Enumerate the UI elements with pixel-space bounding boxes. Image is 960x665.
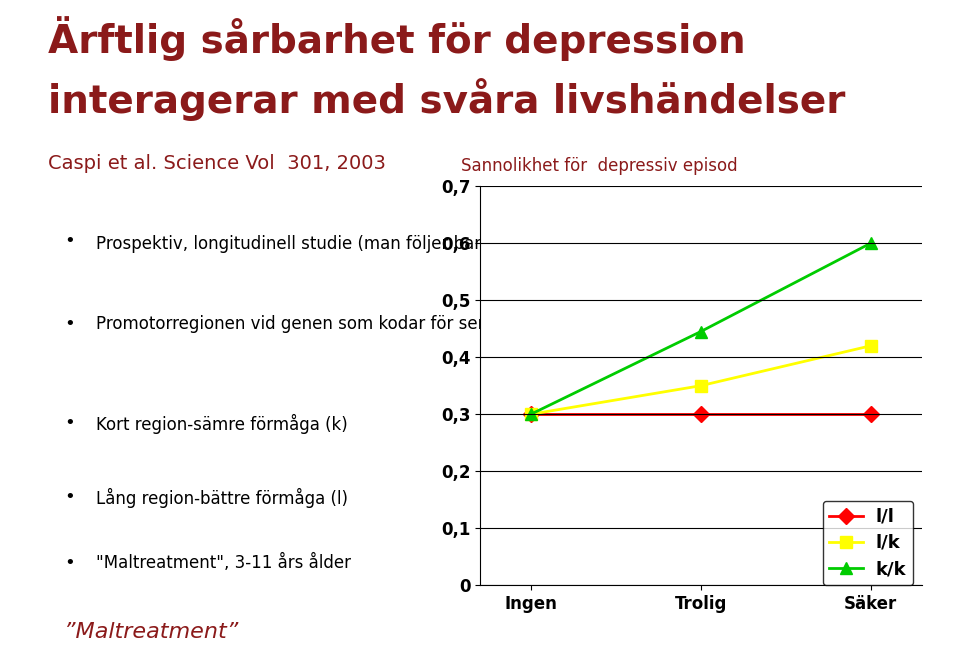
l/k: [695, 382, 707, 390]
k/k: [865, 239, 876, 247]
Text: Promotorregionen vid genen som kodar för serotonintransportören: Promotorregionen vid genen som kodar för…: [96, 315, 651, 333]
l/l: [865, 410, 876, 418]
k/k: [525, 410, 537, 418]
Text: •: •: [64, 414, 75, 432]
Text: Kort region-sämre förmåga (k): Kort region-sämre förmåga (k): [96, 414, 348, 434]
Line: l/k: l/k: [525, 340, 876, 420]
Text: Lång region-bättre förmåga (l): Lång region-bättre förmåga (l): [96, 488, 348, 508]
Text: •: •: [64, 233, 75, 251]
Line: l/l: l/l: [525, 409, 876, 420]
Text: interagerar med svåra livshändelser: interagerar med svåra livshändelser: [48, 78, 846, 122]
Text: Caspi et al. Science Vol  301, 2003: Caspi et al. Science Vol 301, 2003: [48, 154, 386, 173]
Text: UPP-centrum: UPP-centrum: [14, 276, 29, 389]
Text: •: •: [64, 315, 75, 333]
l/k: [865, 342, 876, 350]
Line: k/k: k/k: [525, 237, 876, 420]
k/k: [695, 328, 707, 336]
l/k: [525, 410, 537, 418]
Text: Prospektiv, longitudinell studie (man följer barn under många år) (n=1037, 3-26 : Prospektiv, longitudinell studie (man fö…: [96, 233, 792, 253]
Text: •: •: [64, 554, 75, 572]
Text: ”Maltreatment”: ”Maltreatment”: [64, 622, 238, 642]
Text: Sannolikhet för  depressiv episod: Sannolikhet för depressiv episod: [461, 157, 737, 176]
Text: Ärftlig sårbarhet för depression: Ärftlig sårbarhet för depression: [48, 16, 746, 61]
Text: "Maltreatment", 3-11 års ålder: "Maltreatment", 3-11 års ålder: [96, 554, 351, 572]
Text: •: •: [64, 488, 75, 506]
l/l: [695, 410, 707, 418]
Legend: l/l, l/k, k/k: l/l, l/k, k/k: [823, 501, 913, 585]
l/l: [525, 410, 537, 418]
